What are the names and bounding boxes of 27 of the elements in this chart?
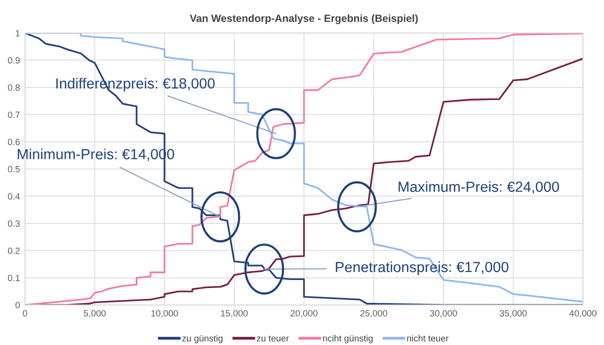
x-tick-label: 5,000 — [84, 310, 106, 318]
x-tick-label: 40,000 — [569, 310, 596, 318]
y-tick-label: 0 — [15, 302, 20, 308]
x-tick-label: 15,000 — [221, 310, 248, 318]
y-tick-label: 0.4 — [8, 193, 20, 200]
x-tick-label: 30,000 — [430, 310, 457, 318]
legend-label: nicht teuer — [407, 334, 449, 342]
x-tick-label: 0 — [22, 310, 28, 316]
annotation: Maximum-Preis: €24,000 — [398, 181, 559, 194]
chart-title: Van Westendorp-Analyse - Ergebnis (Beispiel) — [190, 14, 418, 24]
y-tick-label: 0.6 — [8, 138, 20, 146]
legend-label: zu günstig — [182, 334, 222, 344]
y-tick-label: 0.3 — [8, 220, 20, 227]
y-tick-label: 0.8 — [8, 84, 20, 91]
y-tick-label: 0.2 — [8, 248, 20, 254]
legend-label: nciht günstig — [323, 334, 373, 344]
x-tick-label: 35,000 — [500, 310, 527, 318]
x-tick-label: 10,000 — [151, 310, 178, 318]
legend-label: zu teuer — [256, 336, 289, 342]
y-tick-label: 1 — [16, 30, 20, 36]
x-tick-label: 20,000 — [290, 310, 318, 318]
y-tick-label: 0.9 — [8, 57, 20, 64]
annotation: Penetrationspreis: €17,000 — [336, 261, 508, 276]
y-tick-label: 0.5 — [8, 166, 20, 172]
x-tick-label: 25,000 — [360, 310, 388, 318]
y-tick-label: 0.1 — [8, 274, 20, 282]
y-tick-label: 0.7 — [8, 112, 20, 118]
